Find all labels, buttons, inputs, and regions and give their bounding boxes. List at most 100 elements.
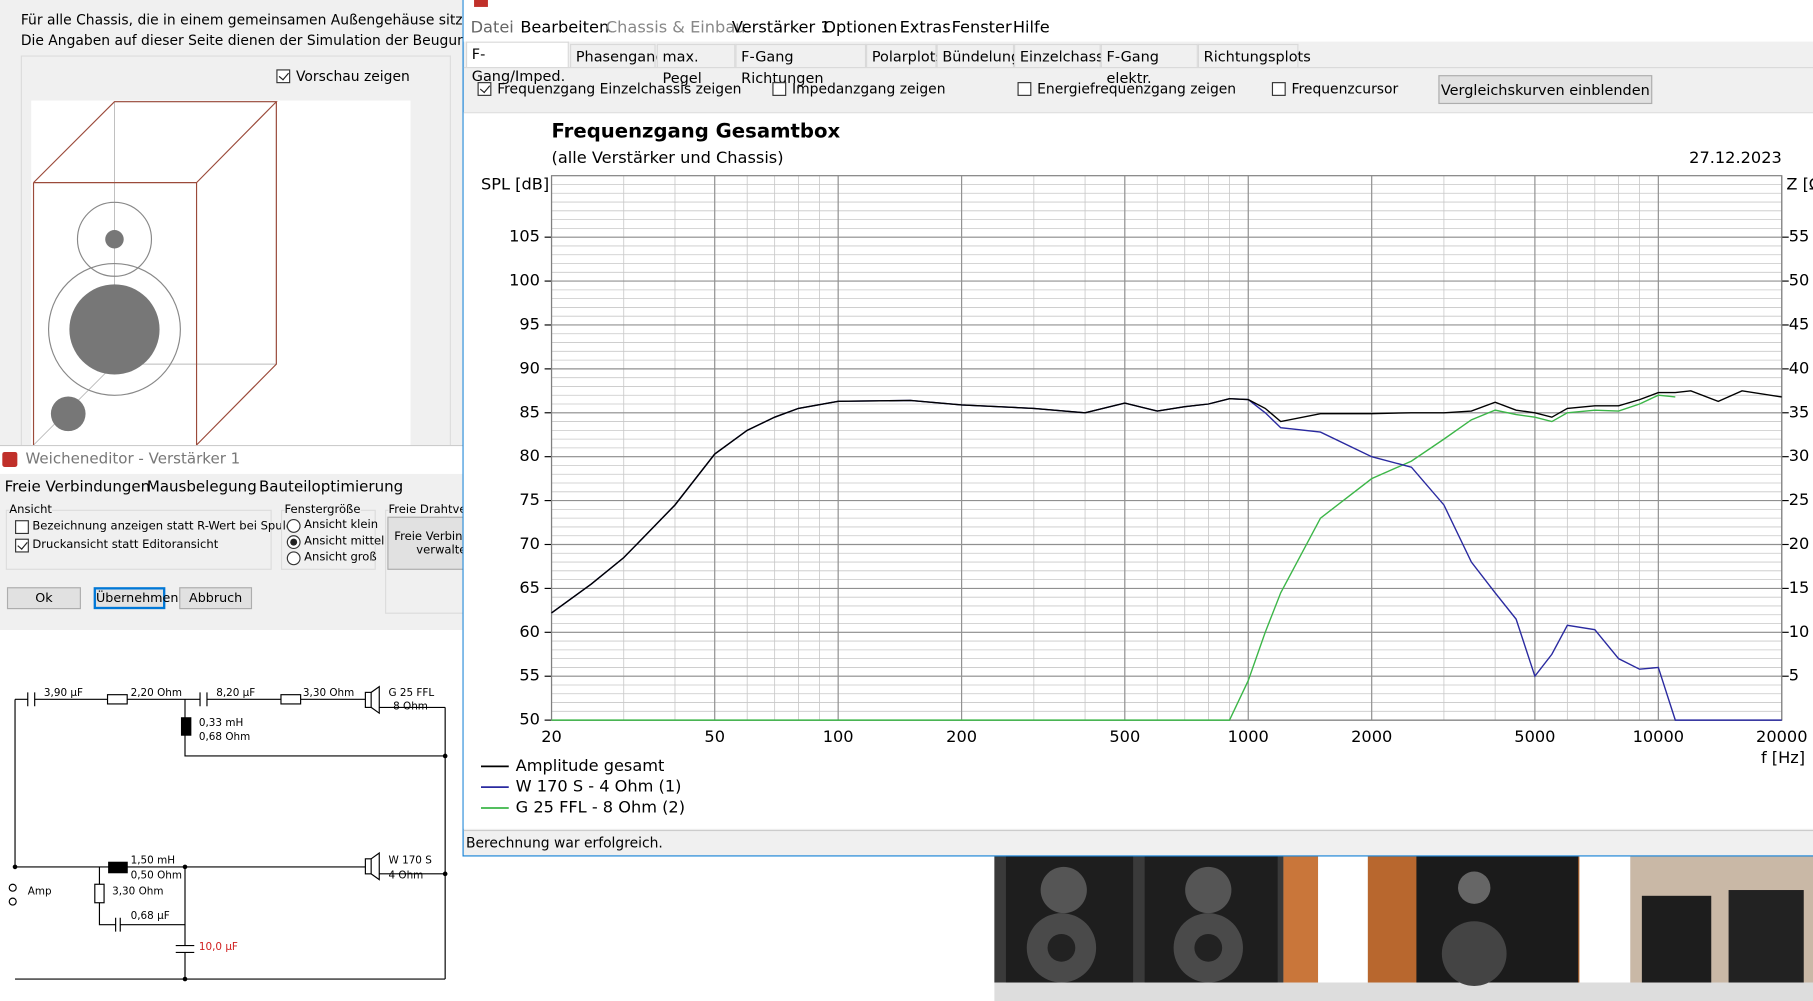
chart-title: Frequenzgang Gesamtbox <box>552 119 841 142</box>
y2-tick-label: 5 <box>1789 666 1799 685</box>
menu-item[interactable]: Verstärker 1 <box>731 18 831 37</box>
radio-label[interactable]: Ansicht mittel <box>304 535 385 548</box>
x-tick-label: 50 <box>704 727 725 746</box>
menu-item[interactable]: Chassis & Einbau <box>605 18 746 37</box>
tab[interactable]: F-Gang Richtungen <box>735 43 867 87</box>
speaker-preview <box>32 101 278 446</box>
legend-label: G 25 FFL - 8 Ohm (2) <box>516 797 685 816</box>
checkbox[interactable] <box>1271 82 1286 96</box>
y2-tick-label: 40 <box>1789 358 1810 377</box>
menu-item[interactable]: Bauteiloptimierung <box>259 478 404 496</box>
title-bar <box>0 446 463 474</box>
y2-tick-label: 50 <box>1789 271 1810 290</box>
tab[interactable]: Richtungsplots <box>1197 43 1311 68</box>
tab[interactable]: F-Gang/Imped. <box>465 41 569 84</box>
checkbox-label[interactable]: Frequenzgang Einzelchassis zeigen <box>497 80 742 98</box>
y-tick-label: 90 <box>519 358 540 377</box>
checkbox-label[interactable]: Druckansicht statt Editoransicht <box>32 538 219 552</box>
checkbox[interactable] <box>15 520 29 535</box>
checkbox-label[interactable]: Frequenzcursor <box>1291 80 1399 98</box>
y-tick-label: 100 <box>509 271 540 290</box>
component-label: 3,30 Ohm <box>303 687 354 699</box>
circuit <box>8 685 448 982</box>
button[interactable]: Übernehmen <box>93 587 178 610</box>
component-label: 3,30 Ohm <box>112 886 163 898</box>
photos <box>994 856 1813 986</box>
chart-subtitle: (alle Verstärker und Chassis) <box>552 148 784 167</box>
menu-item[interactable]: Freie Verbindungen <box>4 478 151 496</box>
checkbox-label[interactable]: Bezeichnung anzeigen statt R-Wert bei Sp… <box>32 520 301 533</box>
x-tick-label: 200 <box>946 727 977 746</box>
y-tick-label: 70 <box>519 534 540 553</box>
window-title: Weicheneditor - Verstärker 1 <box>25 450 241 469</box>
tab[interactable]: Einzelchassis <box>1014 43 1115 68</box>
button-label[interactable]: Freie Verbindu <box>394 530 478 544</box>
status-bar <box>463 829 1813 855</box>
y-tick-label: 75 <box>519 490 540 509</box>
source-label: Amp <box>28 886 52 898</box>
component-label: 8,20 µF <box>216 687 255 699</box>
legend-label: Amplitude gesamt <box>516 756 665 775</box>
checkbox[interactable] <box>276 69 291 84</box>
chart-date: 27.12.2023 <box>1689 148 1782 167</box>
checkbox[interactable] <box>15 538 29 553</box>
radio-label[interactable]: Ansicht klein <box>304 518 379 532</box>
circuit-labels: 3,90 µF 2,20 Ohm 8,20 µF 3,30 Ohm 0,33 m… <box>28 687 435 953</box>
menu-item[interactable]: Mausbelegung <box>146 478 257 496</box>
radio[interactable] <box>286 518 301 533</box>
checkbox-label[interactable]: Energiefrequenzgang zeigen <box>1037 80 1237 98</box>
x-tick-label: 5000 <box>1514 727 1555 746</box>
x-tick-label: 10000 <box>1633 727 1684 746</box>
y2-tick-label: 10 <box>1789 622 1810 641</box>
y-tick-label: 80 <box>519 446 540 465</box>
y-tick-label: 95 <box>519 314 540 333</box>
y2-tick-label: 30 <box>1789 446 1810 465</box>
tab[interactable]: Phasengang <box>570 43 665 68</box>
x-tick-label: 20 <box>541 727 562 746</box>
menu-item[interactable]: Extras <box>899 18 951 37</box>
button-label[interactable]: verwalte <box>416 544 467 558</box>
button[interactable]: Ok <box>6 587 81 610</box>
y-tick-label: 50 <box>519 710 540 729</box>
checkbox-label[interactable]: Vorschau zeigen <box>296 68 410 85</box>
tab[interactable]: F-Gang elektr. <box>1100 43 1198 87</box>
y-tick-label: 60 <box>519 622 540 641</box>
menu-item[interactable]: Optionen <box>823 18 898 37</box>
y2-tick-label: 45 <box>1789 314 1810 333</box>
x-tick-label: 2000 <box>1351 727 1392 746</box>
menu-item[interactable]: Bearbeiten <box>520 18 610 37</box>
checkbox-label[interactable]: Impedanzgang zeigen <box>792 80 946 98</box>
menu-item[interactable]: Fenster <box>951 18 1012 37</box>
radio-label[interactable]: Ansicht groß <box>304 551 377 565</box>
button[interactable]: Abbruch <box>179 587 253 610</box>
radio[interactable] <box>286 551 301 566</box>
legend-label: W 170 S - 4 Ohm (1) <box>516 777 682 796</box>
checkbox[interactable] <box>477 82 492 96</box>
menu-item[interactable]: Hilfe <box>1012 18 1050 37</box>
tab[interactable]: Bündelung <box>936 43 1020 68</box>
tab[interactable]: max. Pegel <box>656 43 736 87</box>
x-tick-label: 20000 <box>1756 727 1807 746</box>
y2-tick-label: 25 <box>1789 490 1810 509</box>
app-icon <box>474 0 488 7</box>
driver-label: W 170 S <box>389 854 433 866</box>
checkbox[interactable] <box>1017 82 1032 96</box>
group-box <box>5 509 272 570</box>
chart: Frequenzgang Gesamtbox (alle Verstärker … <box>481 119 1813 816</box>
menu-bar <box>463 15 1813 42</box>
x-tick-label: 100 <box>823 727 854 746</box>
radio[interactable] <box>286 535 301 550</box>
button[interactable]: Vergleichskurven einblenden <box>1438 75 1653 105</box>
menu-item[interactable]: Datei <box>470 18 514 37</box>
tab[interactable]: Polarplots <box>866 43 943 68</box>
y-axis-label: SPL [dB] <box>481 174 549 193</box>
y-tick-label: 65 <box>519 578 540 597</box>
checkbox[interactable] <box>772 82 787 96</box>
x-axis-label: f [Hz] <box>1761 748 1805 767</box>
component-label: 0,50 Ohm <box>131 869 182 881</box>
component-label: 10,0 µF <box>199 941 238 953</box>
y2-tick-label: 35 <box>1789 402 1810 421</box>
